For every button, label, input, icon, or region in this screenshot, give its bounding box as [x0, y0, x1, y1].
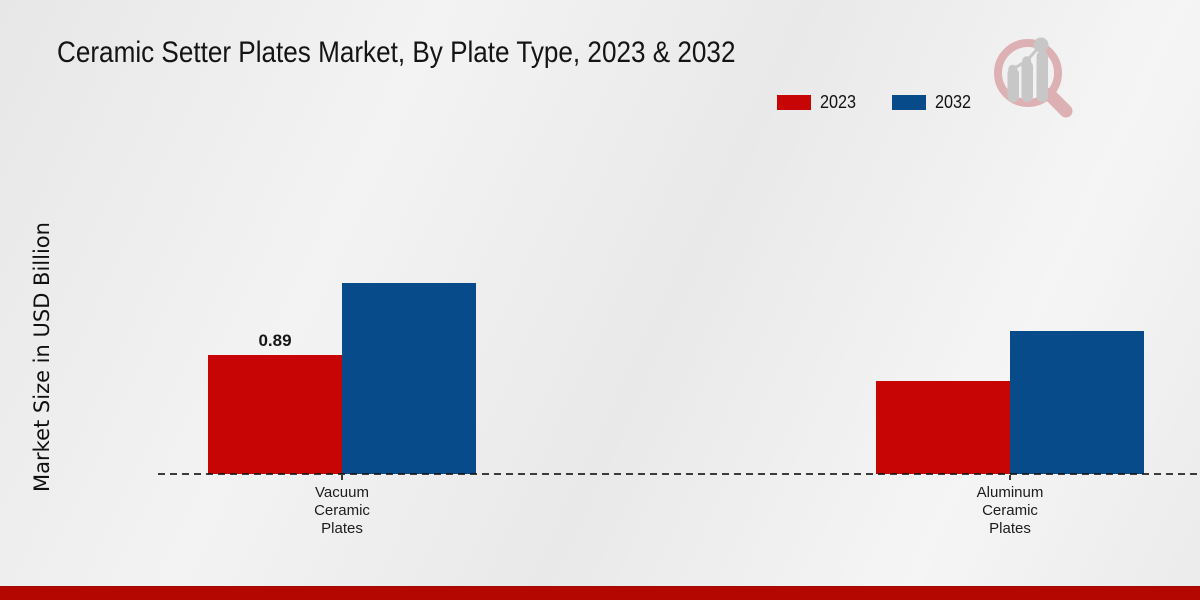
legend: 2023 2032 — [777, 92, 975, 113]
legend-swatch-2023 — [777, 95, 811, 110]
bar-value-label: 0.89 — [258, 331, 292, 350]
x-axis-tick — [1009, 475, 1011, 480]
magnifier-bar-chart-logo — [994, 37, 1073, 118]
category-label-vacuum-ceramic-plates: Vacuum Ceramic Plates — [314, 484, 370, 537]
legend-label-2023: 2023 — [820, 92, 857, 112]
legend-item-2032: 2032 — [892, 92, 975, 113]
footer-accent-bar — [0, 586, 1200, 600]
bar-2032-aluminum-ceramic-plates — [1010, 331, 1144, 474]
legend-swatch-2032 — [892, 95, 927, 110]
bar-2023-vacuum-ceramic-plates — [208, 355, 342, 474]
legend-label-2032: 2032 — [935, 92, 972, 112]
category-label-aluminum-ceramic-plates: Aluminum Ceramic Plates — [976, 484, 1044, 537]
bar-2023-aluminum-ceramic-plates — [876, 381, 1010, 474]
bar-2032-vacuum-ceramic-plates — [342, 283, 476, 474]
chart-title: Ceramic Setter Plates Market, By Plate T… — [57, 36, 736, 69]
legend-item-2023: 2023 — [777, 92, 860, 113]
x-axis-baseline — [158, 473, 1198, 475]
x-axis-tick — [341, 475, 343, 480]
